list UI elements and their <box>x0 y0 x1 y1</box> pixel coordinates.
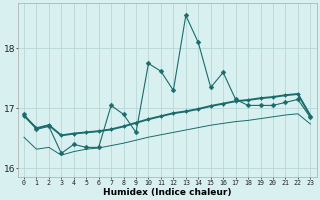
X-axis label: Humidex (Indice chaleur): Humidex (Indice chaleur) <box>103 188 231 197</box>
